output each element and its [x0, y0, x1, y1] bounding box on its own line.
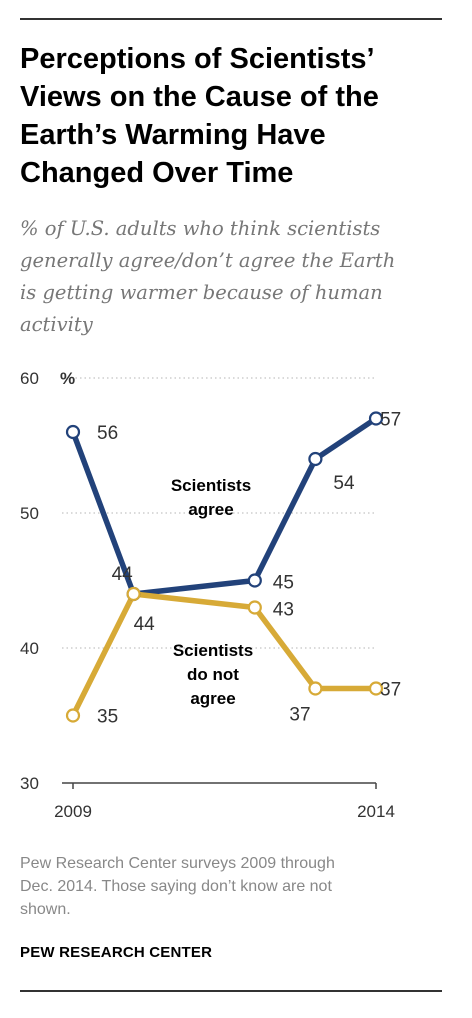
data-point-agree	[308, 451, 323, 467]
data-label-do-not-agree: 35	[97, 707, 118, 728]
series-label-do-not-agree: do not	[187, 665, 239, 684]
chart-title: Perceptions of Scientists’ Views on the …	[20, 40, 450, 192]
data-label-do-not-agree: 44	[134, 614, 156, 635]
data-point-do-not-agree	[368, 681, 384, 696]
brand-name: PEW RESEARCH CENTER	[20, 944, 213, 961]
title-line: Changed Over Time	[20, 157, 294, 189]
y-tick-label: 30	[20, 774, 39, 793]
series-label-do-not-agree: Scientists	[173, 641, 253, 660]
data-point-do-not-agree	[126, 586, 141, 602]
chart-subtitle: % of U.S. adults who think scientists ge…	[20, 213, 450, 341]
data-point-do-not-agree	[308, 681, 323, 696]
subtitle-line: generally agree/don’t agree the Earth	[20, 249, 396, 272]
data-label-do-not-agree: 37	[289, 705, 310, 726]
data-label-agree: 57	[380, 410, 401, 431]
data-label-agree: 56	[97, 423, 118, 444]
subtitle-line: activity	[20, 313, 93, 336]
data-point-do-not-agree	[65, 708, 81, 723]
data-point-do-not-agree	[247, 600, 262, 615]
series-label-agree: agree	[188, 500, 233, 519]
data-label-agree: 45	[273, 573, 294, 594]
data-label-do-not-agree: 37	[380, 680, 401, 701]
subtitle-line: is getting warmer because of human	[20, 281, 383, 304]
subtitle-line: % of U.S. adults who think scientists	[20, 217, 381, 240]
top-rule	[20, 18, 442, 20]
source-line: Pew Research Center surveys 2009 through	[20, 855, 335, 872]
data-label-do-not-agree: 43	[273, 600, 294, 621]
y-unit-label: %	[60, 369, 75, 388]
data-label-agree: 44	[112, 564, 134, 585]
bottom-rule	[20, 990, 442, 992]
y-tick-label: 60	[20, 369, 39, 388]
title-line: Earth’s Warming Have	[20, 119, 326, 151]
source-line: shown.	[20, 901, 71, 918]
source-line: Dec. 2014. Those saying don’t know are n…	[20, 878, 332, 895]
data-point-agree	[368, 411, 384, 426]
title-line: Views on the Cause of the	[20, 81, 379, 113]
line-chart: 60 % 50 40 30 2009 2014 56 44 45 54 57 35 44 43 37 37 Sci…	[20, 369, 401, 820]
x-tick-label: 2009	[54, 802, 92, 820]
y-tick-label: 40	[20, 639, 39, 658]
source-note: Pew Research Center surveys 2009 through…	[20, 852, 440, 921]
data-point-agree	[247, 573, 262, 588]
x-tick-label: 2014	[357, 802, 395, 820]
y-tick-label: 50	[20, 504, 39, 523]
series-label-agree: Scientists	[171, 476, 251, 495]
data-label-agree: 54	[333, 473, 355, 494]
series-label-do-not-agree: agree	[190, 689, 235, 708]
data-point-agree	[65, 424, 81, 440]
title-line: Perceptions of Scientists’	[20, 43, 375, 75]
